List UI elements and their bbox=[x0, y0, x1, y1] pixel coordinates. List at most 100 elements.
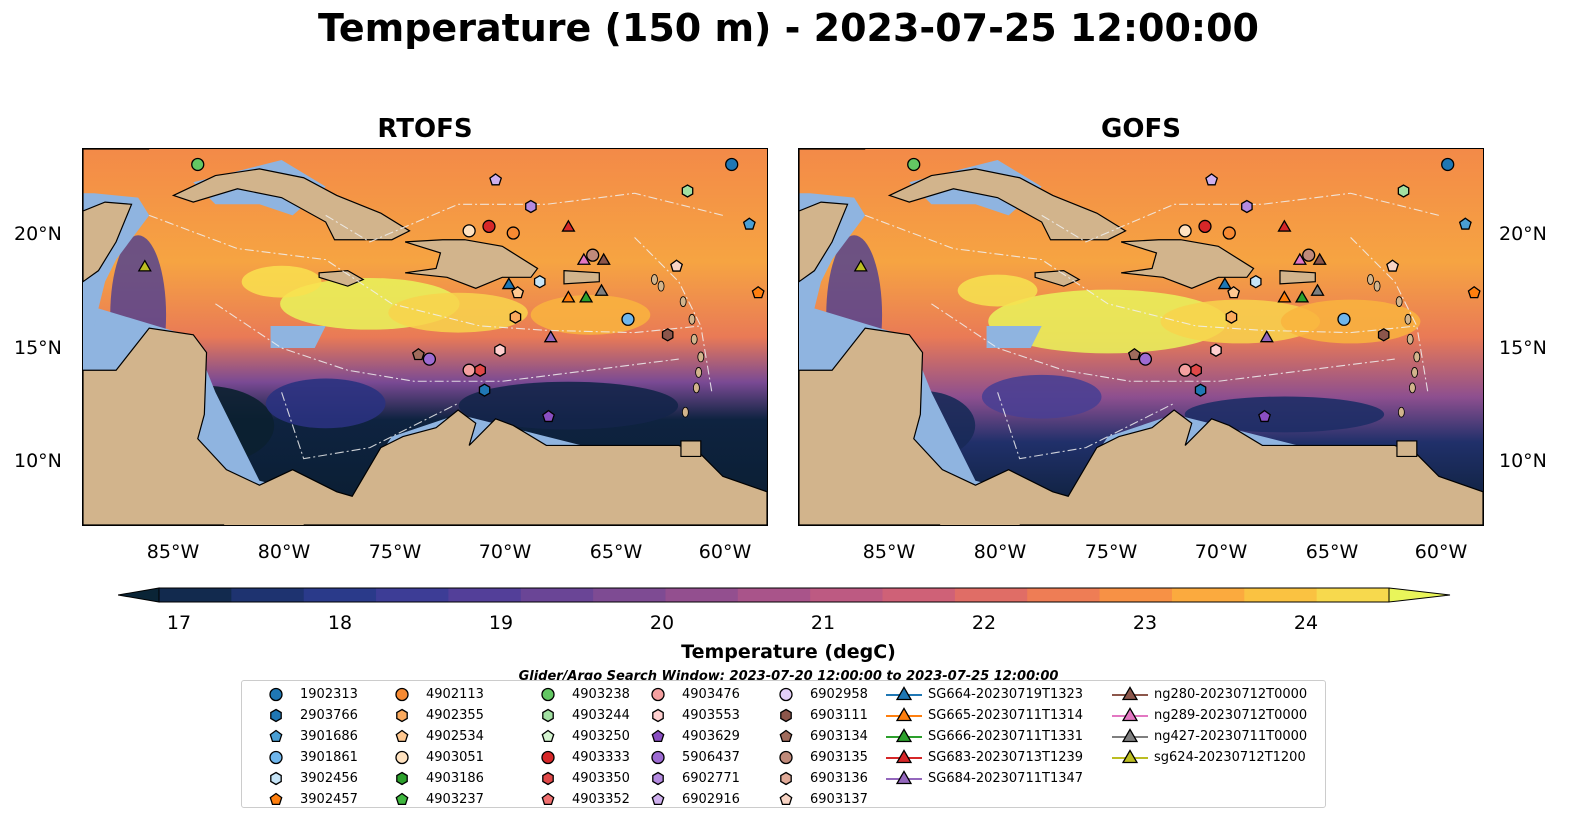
obs-marker-1902313[interactable] bbox=[725, 157, 739, 172]
obs-marker-6903134[interactable] bbox=[411, 347, 425, 361]
map-gofs[interactable] bbox=[798, 148, 1484, 526]
obs-marker-3901686[interactable] bbox=[1458, 217, 1472, 230]
legend-triangle-icon[interactable] bbox=[1121, 749, 1139, 764]
obs-marker-6903111[interactable] bbox=[661, 328, 674, 342]
obs-marker-3902456[interactable] bbox=[1249, 274, 1262, 289]
obs-marker-4902355[interactable] bbox=[509, 310, 522, 324]
obs-marker-ng289-20230712T0000[interactable] bbox=[1292, 252, 1307, 265]
obs-marker-4903476[interactable] bbox=[1178, 363, 1192, 377]
legend-hexagon-icon[interactable] bbox=[780, 708, 792, 723]
obs-marker-SG683-20230713T1239[interactable] bbox=[1277, 219, 1292, 232]
legend-pentagon-icon[interactable] bbox=[779, 729, 793, 743]
legend-triangle-icon[interactable] bbox=[895, 770, 913, 785]
legend-circle-icon[interactable] bbox=[651, 687, 665, 702]
legend-pentagon-icon[interactable] bbox=[651, 792, 665, 806]
legend-pentagon-icon[interactable] bbox=[269, 792, 283, 806]
legend-circle-icon[interactable] bbox=[779, 687, 793, 702]
legend-pentagon-icon[interactable] bbox=[269, 729, 283, 743]
obs-marker-ng427-20230711T0000[interactable] bbox=[594, 283, 609, 296]
obs-marker-6903137[interactable] bbox=[1386, 259, 1400, 272]
obs-marker-1902313[interactable] bbox=[1441, 157, 1455, 172]
obs-marker-4903244[interactable] bbox=[681, 184, 694, 198]
legend-triangle-icon[interactable] bbox=[1121, 707, 1139, 722]
obs-marker-4902534[interactable] bbox=[1227, 285, 1241, 299]
obs-marker-SG666-20230711T1331[interactable] bbox=[579, 290, 594, 303]
obs-marker-SG666-20230711T1331[interactable] bbox=[1295, 290, 1310, 303]
obs-marker-6903134[interactable] bbox=[1127, 347, 1141, 361]
legend-circle-icon[interactable] bbox=[651, 750, 665, 765]
obs-marker-5906437[interactable] bbox=[1138, 352, 1153, 366]
legend-pentagon-icon[interactable] bbox=[541, 792, 555, 806]
legend-hexagon-icon[interactable] bbox=[542, 771, 554, 786]
obs-marker-6902771[interactable] bbox=[525, 199, 537, 214]
obs-marker-3902457[interactable] bbox=[751, 285, 765, 299]
legend-circle-icon[interactable] bbox=[541, 750, 555, 765]
legend-hexagon-icon[interactable] bbox=[780, 771, 792, 786]
legend-triangle-icon[interactable] bbox=[1121, 686, 1139, 701]
obs-marker-6902916[interactable] bbox=[1205, 173, 1219, 186]
obs-marker-4902355[interactable] bbox=[1225, 310, 1238, 324]
legend-hexagon-icon[interactable] bbox=[270, 708, 282, 723]
obs-marker-ng289-20230712T0000[interactable] bbox=[576, 252, 591, 265]
legend-triangle-icon[interactable] bbox=[895, 686, 913, 701]
obs-marker-6903135[interactable] bbox=[586, 248, 600, 262]
legend-circle-icon[interactable] bbox=[395, 750, 409, 765]
obs-marker-SG664-20230719T1323[interactable] bbox=[1217, 277, 1232, 290]
obs-marker-6902916[interactable] bbox=[489, 173, 503, 186]
legend-pentagon-icon[interactable] bbox=[395, 729, 409, 743]
obs-marker-4903553[interactable] bbox=[1210, 343, 1222, 357]
legend-pentagon-icon[interactable] bbox=[541, 729, 555, 743]
obs-marker-ng280-20230712T0000[interactable] bbox=[1312, 252, 1327, 265]
legend-circle-icon[interactable] bbox=[269, 750, 283, 765]
legend-hexagon-icon[interactable] bbox=[652, 708, 664, 723]
obs-marker-3901686[interactable] bbox=[742, 217, 756, 230]
obs-marker-SG664-20230719T1323[interactable] bbox=[501, 277, 516, 290]
obs-marker-SG665-20230711T1314[interactable] bbox=[561, 290, 576, 303]
obs-marker-SG684-20230711T1347[interactable] bbox=[1259, 330, 1274, 343]
obs-marker-6902771[interactable] bbox=[1241, 199, 1253, 214]
obs-marker-4903629[interactable] bbox=[542, 409, 555, 423]
obs-marker-SG665-20230711T1314[interactable] bbox=[1277, 290, 1292, 303]
obs-marker-4903051[interactable] bbox=[1178, 224, 1192, 238]
obs-marker-SG683-20230713T1239[interactable] bbox=[561, 219, 576, 232]
obs-marker-4902113[interactable] bbox=[506, 226, 520, 240]
obs-marker-4903553[interactable] bbox=[494, 343, 506, 357]
legend-triangle-icon[interactable] bbox=[895, 707, 913, 722]
legend-circle-icon[interactable] bbox=[541, 687, 555, 702]
legend-hexagon-icon[interactable] bbox=[396, 708, 408, 723]
obs-marker-4903333[interactable] bbox=[482, 219, 496, 234]
legend-circle-icon[interactable] bbox=[269, 687, 283, 702]
obs-marker-4903629[interactable] bbox=[1258, 409, 1271, 423]
legend-hexagon-icon[interactable] bbox=[542, 708, 554, 723]
obs-marker-2903766[interactable] bbox=[1194, 383, 1207, 397]
obs-marker-4903051[interactable] bbox=[462, 224, 476, 238]
obs-marker-ng427-20230711T0000[interactable] bbox=[1310, 283, 1325, 296]
legend-triangle-icon[interactable] bbox=[895, 749, 913, 764]
legend-hexagon-icon[interactable] bbox=[652, 771, 664, 786]
map-rtofs[interactable] bbox=[82, 148, 768, 526]
obs-marker-4903350[interactable] bbox=[474, 363, 486, 377]
obs-marker-2903766[interactable] bbox=[478, 383, 491, 397]
obs-marker-6903135[interactable] bbox=[1302, 248, 1316, 262]
obs-marker-ng280-20230712T0000[interactable] bbox=[596, 252, 611, 265]
obs-marker-6903137[interactable] bbox=[670, 259, 684, 272]
obs-marker-3901861[interactable] bbox=[621, 312, 635, 326]
legend-circle-icon[interactable] bbox=[779, 750, 793, 765]
obs-marker-3902456[interactable] bbox=[533, 274, 546, 289]
obs-marker-4903238[interactable] bbox=[907, 157, 921, 172]
obs-marker-4902113[interactable] bbox=[1222, 226, 1236, 240]
obs-marker-SG684-20230711T1347[interactable] bbox=[543, 330, 558, 343]
obs-marker-4903244[interactable] bbox=[1397, 184, 1410, 198]
obs-marker-6903111[interactable] bbox=[1377, 328, 1390, 342]
obs-marker-4903350[interactable] bbox=[1190, 363, 1202, 377]
obs-marker-4903238[interactable] bbox=[191, 157, 205, 172]
legend-circle-icon[interactable] bbox=[395, 687, 409, 702]
legend-pentagon-icon[interactable] bbox=[651, 729, 665, 743]
obs-marker-sg624-20230712T1200[interactable] bbox=[137, 259, 152, 272]
obs-marker-4903476[interactable] bbox=[462, 363, 476, 377]
obs-marker-3902457[interactable] bbox=[1467, 285, 1481, 299]
obs-marker-4903333[interactable] bbox=[1198, 219, 1212, 234]
legend-pentagon-icon[interactable] bbox=[395, 792, 409, 806]
obs-marker-3901861[interactable] bbox=[1337, 312, 1351, 326]
obs-marker-4902534[interactable] bbox=[511, 285, 525, 299]
